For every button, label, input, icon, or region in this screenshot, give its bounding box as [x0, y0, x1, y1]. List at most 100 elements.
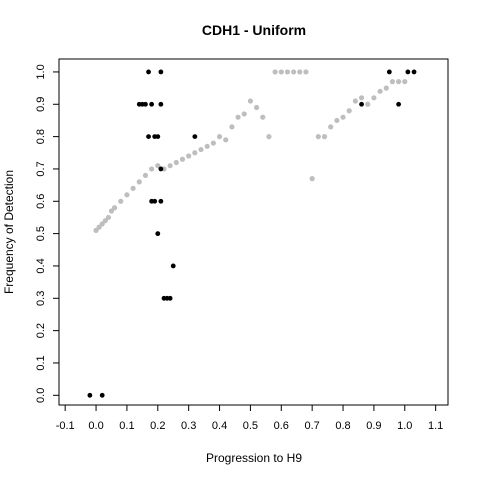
y-axis-title: Frequency of Detection — [2, 170, 16, 294]
gray-point — [253, 104, 260, 111]
y-axis: 0.0 0.1 0.2 0.3 0.4 0.5 0.6 0.7 0.8 0.9 1.0 — [35, 64, 59, 403]
gray-point — [93, 227, 99, 233]
gray-point — [102, 218, 108, 224]
gray-point — [396, 79, 402, 85]
y-tick-label: 0.0 — [35, 388, 47, 403]
gray-point — [192, 150, 198, 156]
black-point — [396, 101, 402, 107]
gray-point — [284, 69, 291, 75]
gray-point — [198, 146, 204, 153]
gray-point — [155, 163, 161, 169]
gray-point — [272, 69, 278, 75]
gray-point — [365, 101, 371, 107]
gray-point — [297, 69, 303, 75]
gray-point — [179, 156, 186, 162]
gray-point — [136, 179, 142, 185]
y-tick-label: 0.2 — [35, 323, 47, 338]
gray-point — [216, 134, 223, 140]
gray-point — [321, 134, 328, 140]
black-point — [158, 69, 164, 75]
gray-point — [210, 140, 216, 146]
x-tick-label: 0.5 — [243, 420, 258, 432]
black-point — [87, 392, 93, 398]
gray-point — [402, 79, 408, 85]
gray-point — [340, 114, 346, 120]
black-point — [167, 295, 173, 301]
y-tick-label: 0.6 — [35, 194, 47, 209]
gray-point — [142, 172, 149, 179]
gray-point — [334, 117, 340, 124]
gray-point — [229, 124, 235, 130]
x-tick-label: 0.4 — [212, 420, 227, 432]
y-tick-label: 0.4 — [35, 258, 47, 273]
y-tick-label: 0.8 — [35, 129, 47, 144]
x-axis: -0.1 0.0 0.1 0.2 0.3 0.4 0.5 0.6 0.7 0.8 0.9 1.0 1.1 — [56, 405, 443, 432]
x-tick-label: 1.0 — [397, 420, 412, 432]
gray-point — [309, 176, 315, 182]
gray-point — [389, 79, 396, 85]
black-point — [146, 134, 151, 140]
black-series — [87, 69, 417, 398]
x-tick-label: 0.7 — [305, 420, 320, 432]
y-tick-label: 0.7 — [35, 161, 47, 176]
gray-point — [278, 69, 284, 75]
x-tick-label: 0.0 — [88, 420, 103, 432]
gray-point — [204, 143, 210, 149]
gray-point — [223, 137, 229, 143]
plot-frame — [58, 58, 449, 406]
x-tick-label: 0.3 — [181, 420, 196, 432]
gray-point — [130, 185, 136, 191]
gray-point — [149, 166, 155, 172]
gray-point — [328, 124, 334, 130]
gray-point — [291, 69, 297, 75]
gray-point — [105, 214, 111, 221]
black-point — [152, 198, 158, 204]
gray-point — [383, 85, 389, 91]
black-point — [359, 101, 364, 107]
black-point — [146, 69, 151, 75]
gray-point — [241, 111, 247, 117]
black-point — [411, 69, 417, 75]
y-tick-label: 0.1 — [35, 355, 47, 370]
black-point — [170, 263, 176, 269]
y-tick-label: 1.0 — [35, 64, 47, 79]
y-tick-label: 0.5 — [35, 226, 47, 241]
gray-point — [235, 114, 241, 120]
gray-point — [99, 221, 105, 227]
gray-point — [96, 224, 102, 230]
gray-point — [111, 205, 118, 211]
black-point — [143, 101, 148, 107]
gray-point — [346, 108, 352, 114]
gray-point — [173, 159, 179, 166]
gray-point — [124, 192, 130, 198]
gray-point — [315, 134, 321, 140]
x-tick-label: 0.6 — [274, 420, 289, 432]
gray-point — [118, 198, 124, 204]
y-tick-label: 0.9 — [35, 97, 47, 112]
gray-point — [352, 98, 358, 104]
x-tick-label: 0.8 — [335, 420, 350, 432]
gray-point — [167, 163, 173, 169]
gray-point — [358, 95, 365, 101]
x-tick-label: 0.1 — [119, 420, 134, 432]
gray-point — [247, 98, 254, 104]
x-axis-title: Progression to H9 — [206, 451, 302, 465]
chart-title: CDH1 - Uniform — [202, 22, 306, 38]
black-point — [158, 166, 164, 172]
gray-point — [108, 208, 115, 214]
gray-point — [303, 69, 309, 75]
black-point — [155, 134, 161, 140]
x-tick-label: 0.9 — [366, 420, 381, 432]
black-point — [99, 392, 105, 398]
y-tick-label: 0.3 — [35, 291, 47, 306]
x-tick-label: -0.1 — [56, 420, 75, 432]
x-tick-label: 1.1 — [428, 420, 443, 432]
gray-point — [266, 134, 272, 140]
black-point — [155, 231, 161, 237]
black-point — [405, 69, 411, 75]
black-point — [158, 198, 164, 204]
gray-point — [371, 95, 377, 101]
x-tick-label: 0.2 — [150, 420, 165, 432]
gray-point — [377, 88, 383, 94]
